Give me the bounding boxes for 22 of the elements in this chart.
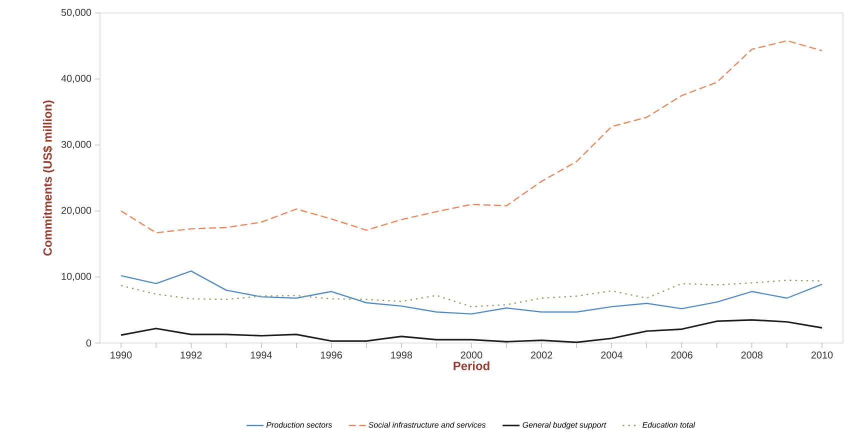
y-tick-label: 10,000 — [62, 272, 92, 282]
x-tick-label: 2008 — [741, 352, 763, 359]
x-axis-title: Period — [454, 361, 490, 370]
y-tick-label: 20,000 — [62, 206, 92, 216]
x-tick-label: 1996 — [321, 352, 342, 359]
y-tick-label: 40,000 — [61, 74, 92, 84]
x-tick-label: 2010 — [811, 352, 833, 359]
x-tick-label: 2004 — [601, 352, 622, 359]
y-axis-title: Commitments (US$ million) — [42, 100, 54, 256]
x-tick-label: 2006 — [671, 352, 692, 359]
x-tick-label: 1994 — [250, 352, 272, 359]
y-tick-label: 50,000 — [61, 8, 92, 18]
y-tick-label: 30,000 — [61, 140, 92, 150]
line-series — [120, 319, 823, 343]
x-tick-label: 2002 — [531, 352, 552, 359]
line-series — [120, 270, 823, 315]
x-tick-label: 1992 — [180, 352, 202, 359]
x-tick-label: 1998 — [391, 352, 412, 359]
x-tick-label: 1990 — [110, 352, 132, 359]
y-tick-label: 0 — [86, 339, 92, 347]
line-series — [120, 40, 823, 234]
x-tick-label: 2000 — [460, 352, 482, 359]
